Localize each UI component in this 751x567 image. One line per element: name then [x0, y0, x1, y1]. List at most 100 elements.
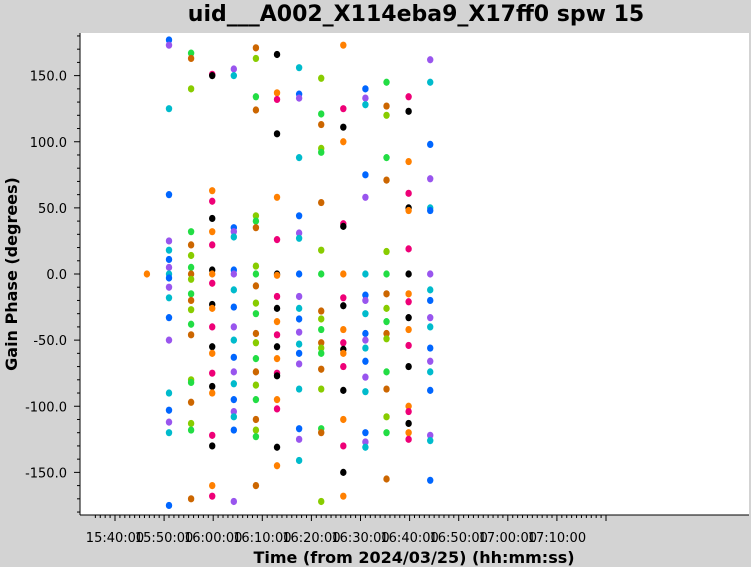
data-point: [209, 279, 216, 287]
data-point: [165, 41, 173, 49]
data-point: [383, 368, 390, 376]
data-point: [427, 296, 434, 305]
data-point: [318, 148, 325, 156]
y-tick-label: 0.0: [46, 268, 67, 283]
data-point: [273, 236, 281, 244]
data-point: [383, 247, 390, 256]
data-point: [165, 314, 173, 322]
data-point: [362, 270, 369, 278]
data-point: [362, 357, 369, 365]
data-point: [362, 85, 369, 93]
data-point: [427, 270, 434, 278]
data-point: [340, 302, 347, 310]
data-point: [165, 336, 173, 344]
data-point: [340, 362, 347, 371]
data-point: [318, 349, 325, 357]
data-point: [165, 294, 173, 302]
x-tick-label: 16:20:00: [282, 531, 340, 546]
data-point: [340, 349, 347, 357]
data-point: [362, 329, 369, 338]
data-point: [187, 398, 195, 406]
data-point: [230, 228, 238, 236]
data-point: [295, 292, 303, 301]
data-point: [209, 442, 216, 450]
data-point: [383, 290, 390, 298]
data-point: [187, 49, 195, 57]
x-tick-label: 17:00:00: [479, 531, 537, 546]
data-point: [295, 425, 303, 433]
data-point: [165, 105, 173, 113]
chart-title: uid___A002_X114eba9_X17ff0 spw 15: [188, 2, 644, 27]
data-point: [187, 228, 195, 236]
data-point: [427, 314, 434, 322]
data-point: [187, 306, 195, 314]
data-point: [295, 315, 303, 323]
data-point: [230, 323, 238, 331]
data-point: [230, 270, 238, 278]
data-point: [230, 497, 238, 506]
data-point: [273, 396, 281, 404]
data-point: [230, 65, 238, 73]
data-point: [295, 229, 303, 237]
data-point: [362, 438, 369, 446]
data-point: [340, 270, 347, 278]
data-point: [362, 388, 369, 396]
data-point: [405, 435, 412, 443]
data-point: [273, 130, 281, 138]
data-point: [383, 78, 390, 86]
data-point: [165, 283, 173, 291]
data-point: [362, 94, 369, 102]
data-point: [427, 437, 434, 445]
data-point: [383, 429, 390, 437]
data-point: [165, 36, 173, 44]
data-point: [295, 340, 303, 348]
data-point: [209, 482, 216, 490]
data-point: [383, 270, 390, 278]
data-point: [165, 418, 173, 426]
data-point: [209, 431, 216, 439]
data-point: [318, 385, 325, 393]
data-point: [405, 270, 412, 278]
data-point: [295, 64, 303, 72]
data-point: [165, 237, 173, 245]
data-point: [209, 349, 216, 357]
data-point: [427, 386, 434, 394]
data-point: [318, 365, 325, 373]
data-point: [383, 335, 390, 343]
data-point: [273, 304, 281, 312]
data-point: [273, 318, 281, 326]
data-point: [143, 270, 151, 278]
data-point: [362, 344, 369, 352]
data-point: [405, 189, 412, 197]
data-point: [405, 107, 412, 115]
data-point: [405, 93, 412, 101]
data-point: [295, 94, 303, 102]
data-point: [318, 344, 325, 352]
data-point: [295, 154, 303, 162]
data-point: [187, 426, 195, 434]
data-point: [230, 303, 238, 311]
y-tick-label: -50.0: [33, 334, 67, 349]
data-point: [383, 329, 390, 338]
data-point: [295, 212, 303, 220]
data-point: [187, 320, 195, 328]
data-point: [230, 72, 238, 80]
data-point: [318, 198, 325, 207]
data-point: [362, 429, 369, 437]
data-point: [383, 475, 390, 483]
x-tick-label: 17:10:00: [528, 531, 586, 546]
data-point: [209, 323, 216, 331]
data-point: [405, 325, 412, 334]
data-point: [427, 286, 434, 294]
data-point: [340, 294, 347, 302]
data-point: [295, 456, 303, 465]
y-tick-label: -150.0: [25, 466, 67, 481]
data-point: [340, 138, 347, 146]
y-tick-label: 100.0: [30, 136, 67, 151]
data-point: [187, 296, 195, 305]
data-point: [427, 140, 434, 148]
data-point: [362, 171, 369, 179]
data-point: [252, 433, 260, 441]
y-axis-label: Gain Phase (degrees): [2, 177, 21, 371]
